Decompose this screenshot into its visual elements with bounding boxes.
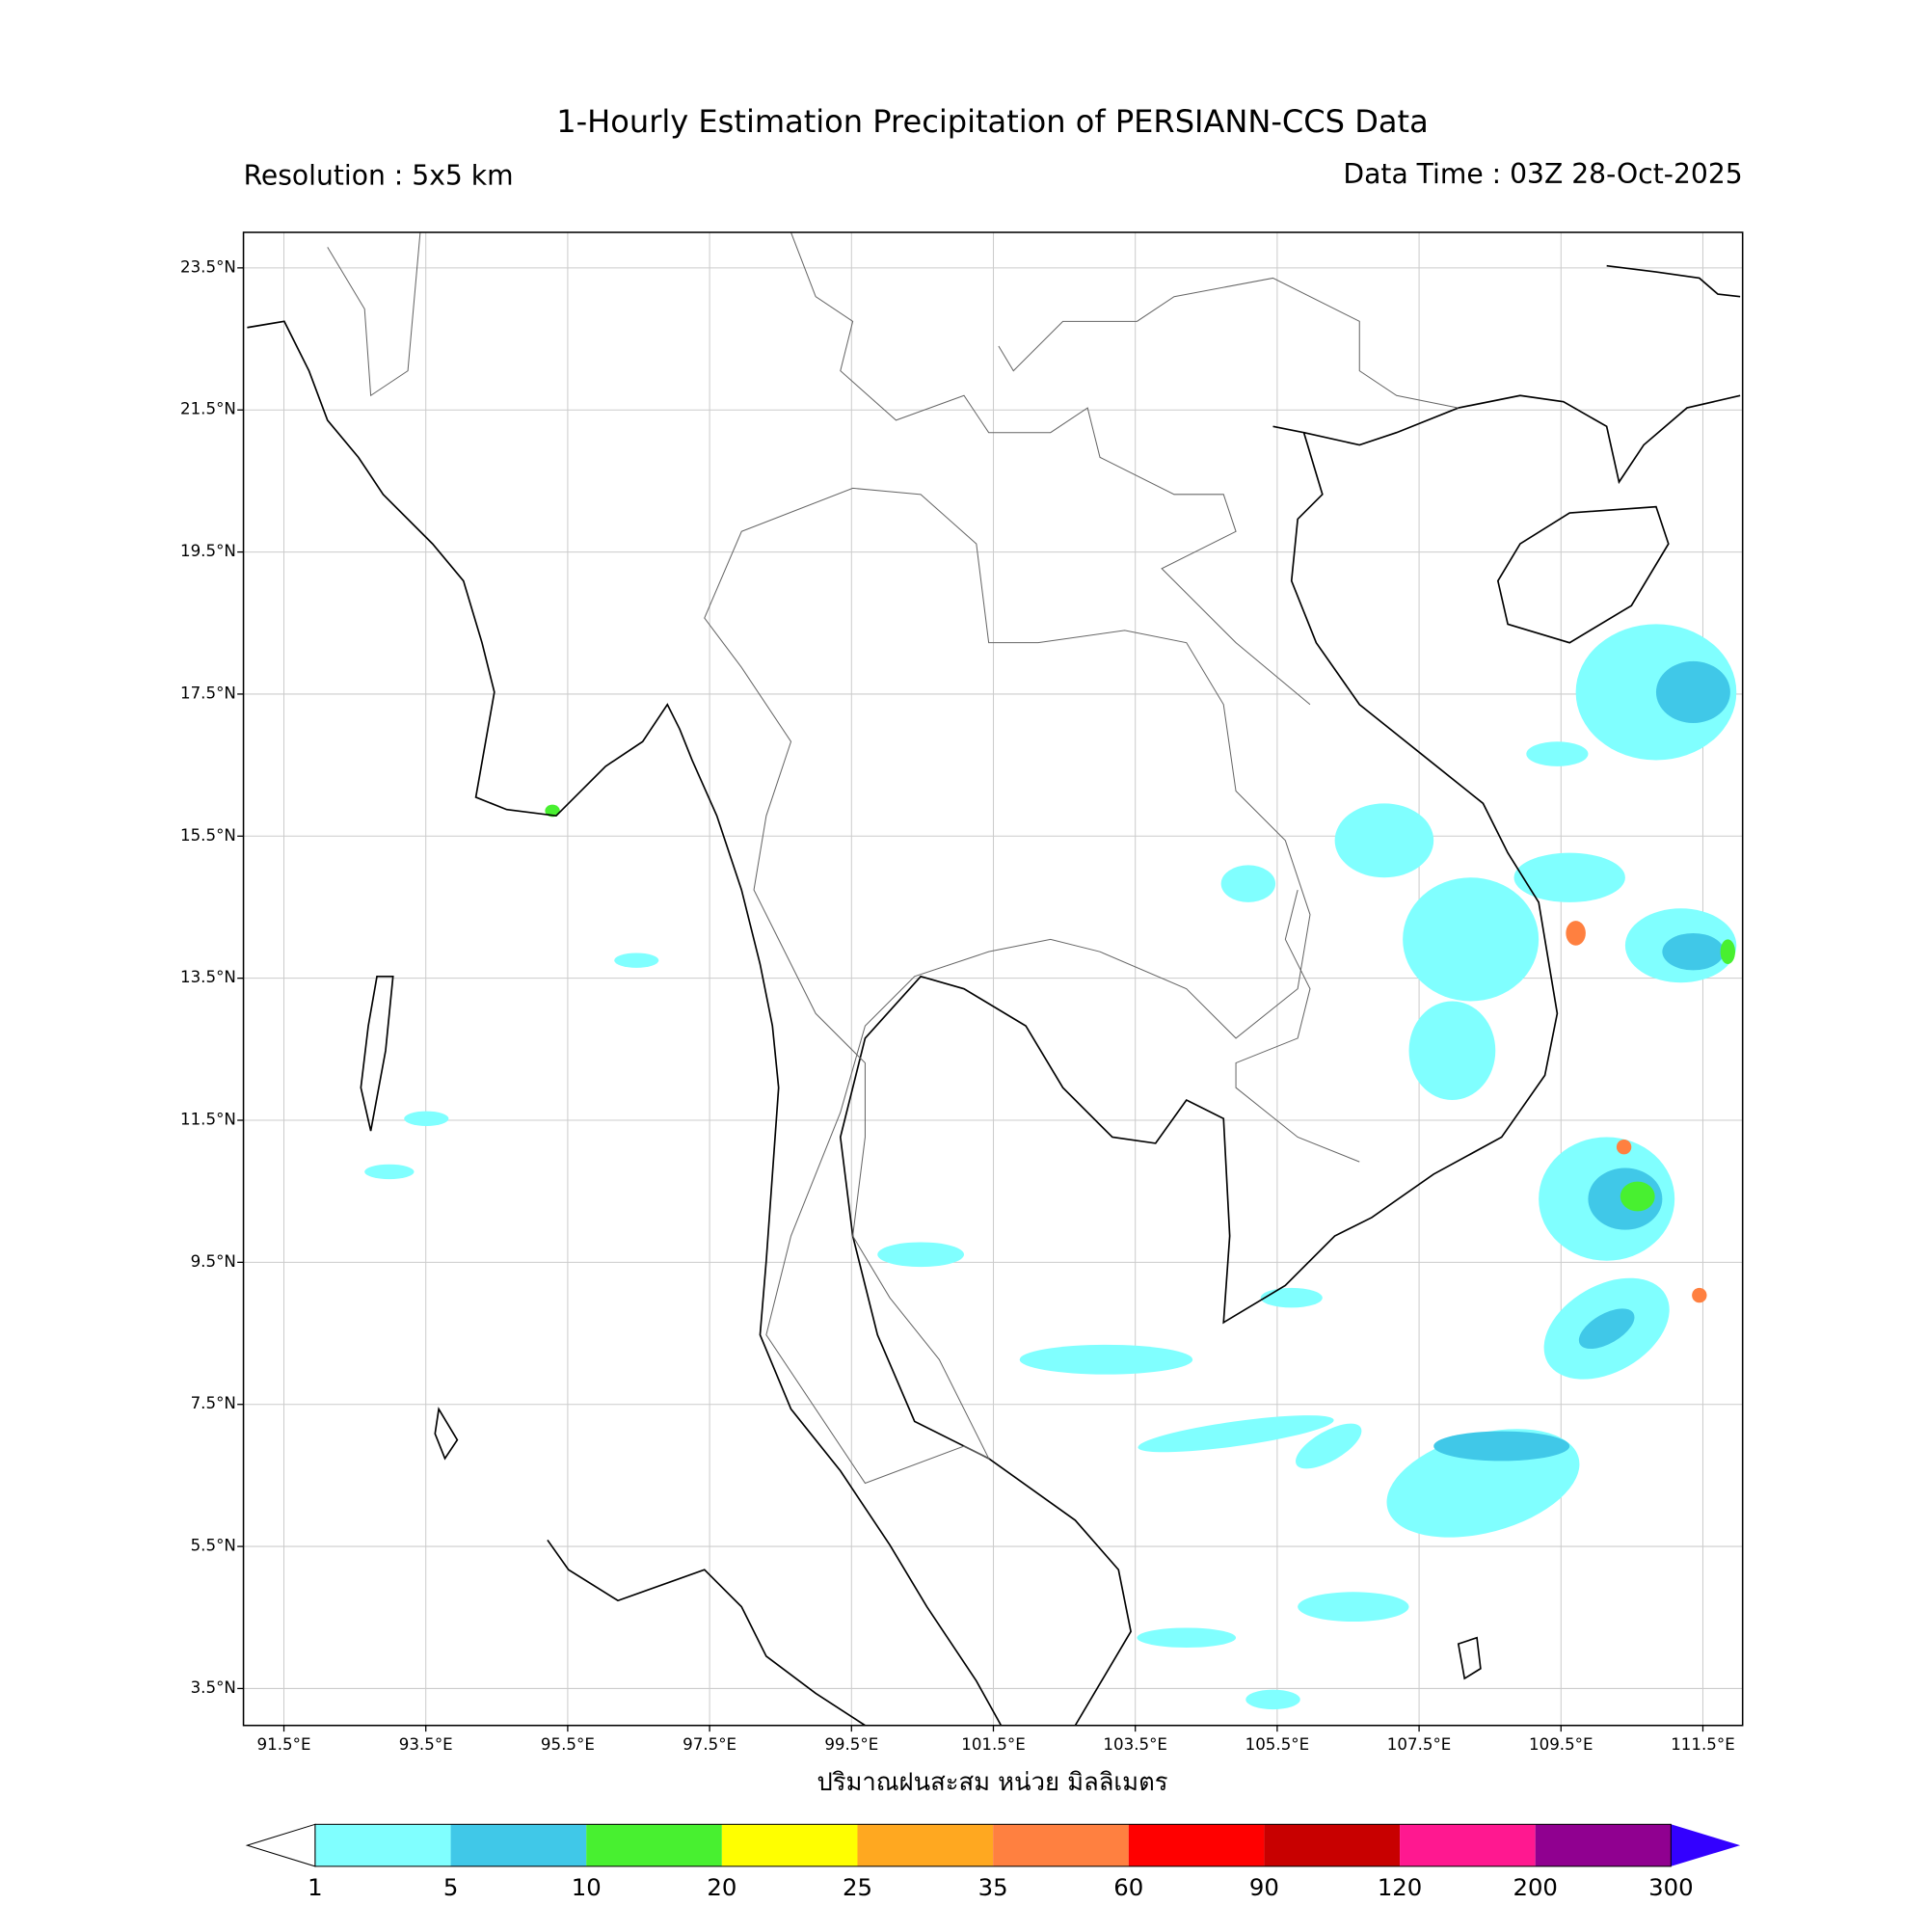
colorbar-label: 1 [308, 1873, 323, 1901]
colorbar-bin [721, 1824, 858, 1866]
colorbar-label: 35 [978, 1873, 1008, 1901]
colorbar-bin [314, 1824, 451, 1866]
x-tick-label: 105.5°E [1245, 1735, 1310, 1754]
colorbar-bin [1128, 1824, 1265, 1866]
colorbar-label: 5 [443, 1873, 459, 1901]
data-time: Data Time : 03Z 28-Oct-2025 [1343, 158, 1742, 190]
x-tick-label: 91.5°E [257, 1735, 311, 1754]
colorbar-bin [450, 1824, 587, 1866]
y-tick-label: 21.5°N [180, 400, 236, 418]
x-tick-label: 109.5°E [1529, 1735, 1593, 1754]
x-tick-label: 99.5°E [824, 1735, 878, 1754]
y-tick-label: 11.5°N [180, 1111, 236, 1129]
borders [327, 231, 1459, 1485]
colorbar-label: 20 [707, 1873, 736, 1901]
y-tick-label: 5.5°N [191, 1537, 236, 1555]
y-tick-label: 13.5°N [180, 968, 236, 986]
y-tick-label: 23.5°N [180, 257, 236, 276]
colorbar-bin [1535, 1824, 1672, 1866]
coastlines [247, 264, 1741, 1727]
colorbar-frame [314, 1823, 1672, 1867]
resolution: Resolution : 5x5 km [244, 159, 514, 191]
colorbar-bin [1264, 1824, 1401, 1866]
x-tick-label: 95.5°E [541, 1735, 595, 1754]
x-tick-label: 103.5°E [1103, 1735, 1167, 1754]
colorbar-bin [993, 1824, 1129, 1866]
x-tick-label: 111.5°E [1671, 1735, 1735, 1754]
rain-areas [364, 624, 1737, 1710]
y-tick-label: 15.5°N [180, 826, 236, 845]
x-tick-label: 97.5°E [683, 1735, 736, 1754]
x-tick-label: 93.5°E [399, 1735, 453, 1754]
grid [243, 232, 1743, 1726]
colorbar-label: 25 [843, 1873, 872, 1901]
x-axis-label: ปริมาณฝนสะสม หน่วย มิลลิเมตร [817, 1768, 1167, 1797]
colorbar-label: 60 [1113, 1873, 1143, 1901]
colorbar-extend-max [1671, 1824, 1741, 1866]
colorbar-label: 120 [1378, 1873, 1422, 1901]
colorbar-label: 90 [1249, 1873, 1279, 1901]
y-tick-label: 9.5°N [191, 1252, 236, 1271]
colorbar-bin [586, 1824, 722, 1866]
colorbar-label: 200 [1513, 1873, 1557, 1901]
colorbar-bin [1400, 1824, 1536, 1866]
y-tick-label: 19.5°N [180, 542, 236, 560]
y-tick-label: 3.5°N [191, 1678, 236, 1697]
colorbar: 1 5 10 20 25 35 60 90 120 200 300 [245, 1823, 1741, 1901]
colorbar-extend-min [245, 1823, 316, 1867]
title: 1-Hourly Estimation Precipitation of PER… [556, 103, 1428, 140]
colorbar-label: 300 [1648, 1873, 1693, 1901]
x-tick-label: 101.5°E [961, 1735, 1026, 1754]
y-tick-label: 17.5°N [180, 684, 236, 702]
colorbar-label: 10 [572, 1873, 602, 1901]
y-tick-label: 7.5°N [191, 1394, 236, 1412]
colorbar-bin [857, 1824, 994, 1866]
x-tick-label: 107.5°E [1387, 1735, 1452, 1754]
